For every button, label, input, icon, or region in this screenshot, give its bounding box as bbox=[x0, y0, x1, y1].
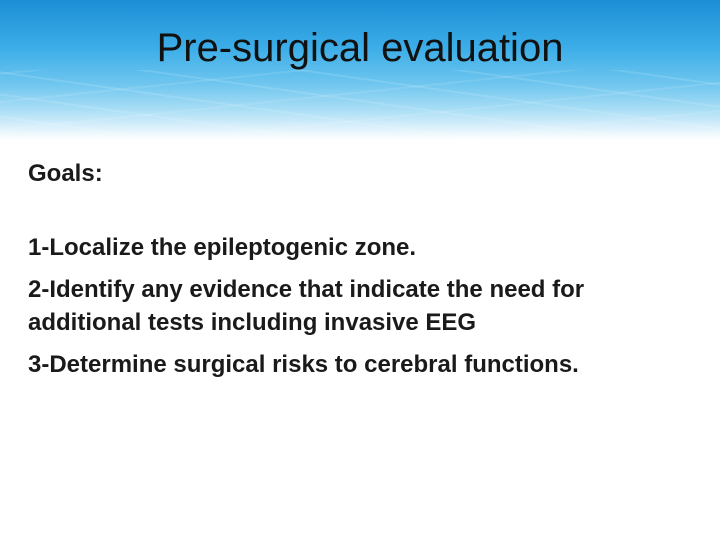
goal-item-3: 3-Determine surgical risks to cerebral f… bbox=[28, 349, 692, 381]
goals-heading: Goals: bbox=[28, 160, 692, 188]
slide-content: Goals: 1-Localize the epileptogenic zone… bbox=[28, 160, 692, 392]
goal-item-1: 1-Localize the epileptogenic zone. bbox=[28, 232, 692, 264]
slide-title: Pre-surgical evaluation bbox=[0, 26, 720, 71]
goal-item-2: 2-Identify any evidence that indicate th… bbox=[28, 274, 692, 339]
